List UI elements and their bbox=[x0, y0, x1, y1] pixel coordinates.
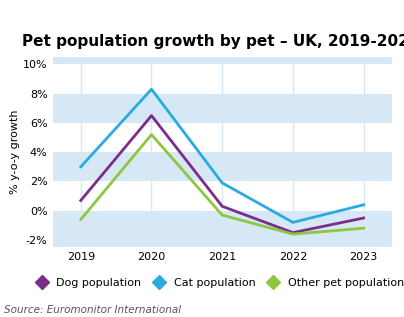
Line: Other pet population: Other pet population bbox=[81, 135, 364, 234]
Y-axis label: % y-o-y growth: % y-o-y growth bbox=[10, 110, 20, 194]
Bar bbox=[53, 211, 392, 247]
Dog population bbox=[149, 114, 154, 118]
Other pet population bbox=[290, 232, 295, 236]
Cat population bbox=[149, 87, 154, 91]
Dog population bbox=[361, 216, 366, 220]
Line: Dog population: Dog population bbox=[81, 116, 364, 233]
Dog population bbox=[290, 231, 295, 235]
Bar bbox=[53, 94, 392, 123]
Other pet population bbox=[220, 213, 225, 217]
Dog population bbox=[78, 198, 83, 202]
Text: Pet population growth by pet – UK, 2019-2023: Pet population growth by pet – UK, 2019-… bbox=[22, 34, 404, 49]
Other pet population bbox=[149, 133, 154, 137]
Cat population bbox=[78, 165, 83, 169]
Line: Cat population: Cat population bbox=[81, 89, 364, 223]
Cat population bbox=[361, 203, 366, 207]
Legend: Dog population, Cat population, Other pet population: Dog population, Cat population, Other pe… bbox=[31, 278, 404, 288]
Text: Source: Euromonitor International: Source: Euromonitor International bbox=[4, 305, 181, 315]
Cat population bbox=[220, 181, 225, 185]
Bar bbox=[53, 152, 392, 181]
Other pet population bbox=[78, 217, 83, 221]
Bar bbox=[53, 57, 392, 64]
Dog population bbox=[220, 204, 225, 208]
Cat population bbox=[290, 221, 295, 224]
Other pet population bbox=[361, 226, 366, 230]
